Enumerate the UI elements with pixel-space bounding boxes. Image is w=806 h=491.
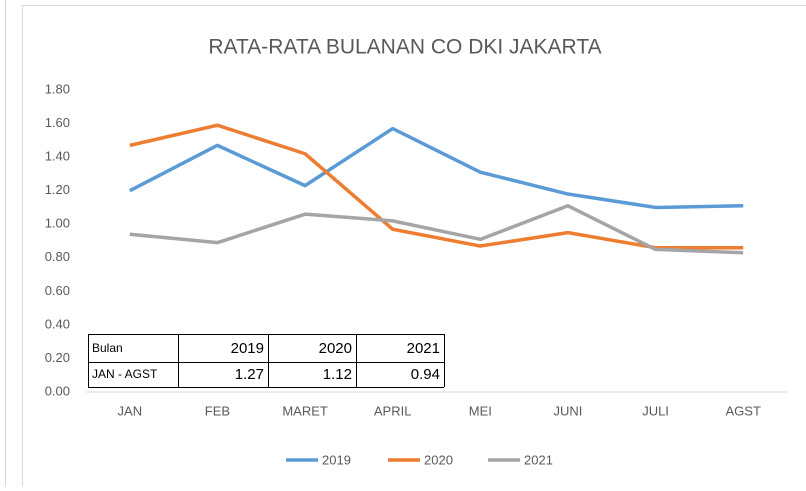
legend-label: 2019: [322, 452, 351, 467]
table-row-label: JAN - AGST: [92, 367, 158, 381]
legend-label: 2020: [424, 452, 453, 467]
x-tick-label: JULI: [642, 403, 669, 418]
table-value: 1.27: [235, 366, 264, 383]
series-line: [130, 129, 743, 208]
y-tick-label: 0.20: [45, 350, 70, 365]
legend-label: 2021: [524, 452, 553, 467]
y-tick-label: 1.40: [45, 149, 70, 164]
y-tick-label: 1.60: [45, 115, 70, 130]
y-tick-label: 1.80: [45, 81, 70, 96]
x-tick-label: MARET: [282, 403, 328, 418]
x-tick-label: FEB: [205, 403, 230, 418]
table-value: 0.94: [411, 366, 440, 383]
x-tick-label: AGST: [725, 403, 760, 418]
x-tick-label: APRIL: [374, 403, 412, 418]
series-line: [130, 206, 743, 253]
y-tick-label: 0.00: [45, 383, 70, 398]
table-value: 1.12: [323, 366, 352, 383]
chart-title: RATA-RATA BULANAN CO DKI JAKARTA: [208, 36, 601, 59]
x-tick-label: MEI: [469, 403, 492, 418]
y-tick-label: 0.80: [45, 249, 70, 264]
y-tick-label: 1.20: [45, 182, 70, 197]
x-tick-label: JAN: [118, 403, 143, 418]
y-tick-label: 1.00: [45, 216, 70, 231]
table-header: 2021: [407, 340, 440, 357]
table-header: 2020: [319, 340, 352, 357]
x-tick-label: JUNI: [553, 403, 582, 418]
table-row-label: Bulan: [92, 341, 123, 355]
table-header: 2019: [231, 340, 264, 357]
y-tick-label: 0.40: [45, 316, 70, 331]
y-tick-label: 0.60: [45, 283, 70, 298]
